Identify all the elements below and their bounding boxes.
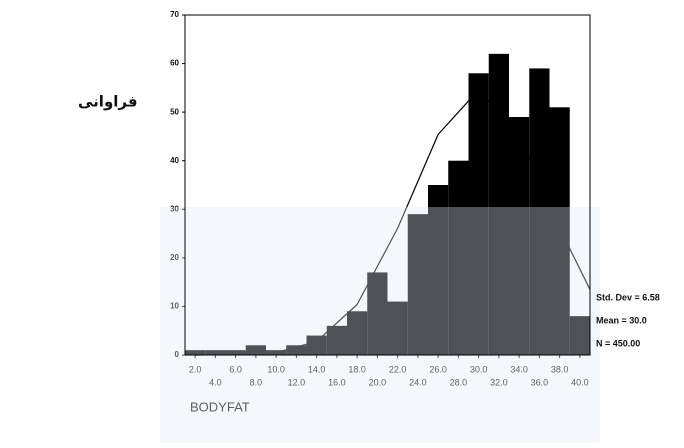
bar [509,117,530,355]
y-axis-label: فراوانی [78,93,138,111]
x-tick-label: 22.0 [389,364,407,374]
plot-frame [184,14,591,356]
x-tick-label: 40.0 [571,377,589,387]
x-tick-label: 36.0 [531,377,549,387]
bar [529,68,550,355]
stat-label: Mean = 30.0 [596,315,647,325]
bar [448,160,469,355]
watermark [160,207,600,443]
x-tick-label: 24.0 [409,377,427,387]
x-tick-label: 20.0 [369,377,387,387]
stat-label: Std. Dev = 6.58 [596,292,660,302]
x-tick-label: 12.0 [288,377,306,387]
bar [205,350,226,355]
bar [326,325,347,355]
y-tick-label: 0 [175,350,180,359]
x-tick-label: 2.0 [189,364,202,374]
x-tick-label: 38.0 [551,364,569,374]
x-tick-label: 6.0 [229,364,242,374]
y-tick-label: 50 [170,107,179,116]
x-tick-label: 34.0 [510,364,528,374]
y-tick-label: 20 [170,253,179,262]
bar [549,107,570,356]
bar [225,350,246,355]
bar [468,73,489,356]
y-tick-label: 40 [170,156,179,165]
x-tick-label: 14.0 [308,364,326,374]
bar [488,53,509,355]
bar [245,345,266,355]
x-tick-label: 18.0 [348,364,366,374]
stat-label: N = 450.00 [596,338,640,348]
bar [306,335,327,355]
y-tick-label: 70 [170,10,179,19]
bar [367,272,388,355]
x-tick-label: 28.0 [450,377,468,387]
x-tick-label: 26.0 [429,364,447,374]
bar [407,214,428,355]
bar [286,345,307,355]
x-tick-label: 4.0 [209,377,222,387]
y-tick-label: 60 [170,59,179,68]
x-tick-label: 32.0 [490,377,508,387]
bar [387,301,408,355]
normal-curve [195,88,591,356]
bar [569,316,590,355]
y-tick-label: 30 [170,204,179,213]
x-axis-label: BODYFAT [190,399,250,414]
x-tick-label: 8.0 [250,377,263,387]
bar [347,311,368,355]
x-tick-label: 30.0 [470,364,488,374]
bar [185,350,206,355]
x-tick-label: 16.0 [328,377,346,387]
y-tick-label: 10 [170,302,179,311]
bar [428,185,449,355]
x-tick-label: 10.0 [267,364,285,374]
